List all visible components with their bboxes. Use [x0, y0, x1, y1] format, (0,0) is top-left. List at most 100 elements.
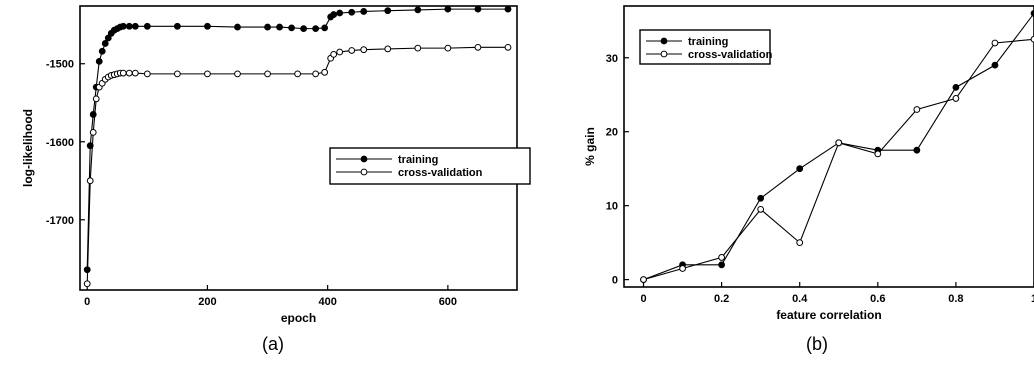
data-point: [264, 23, 271, 31]
x-tick-label: 0.2: [714, 293, 729, 305]
panel-label-b: (b): [806, 334, 828, 354]
data-point: [264, 70, 271, 78]
y-tick-label: 20: [606, 127, 618, 139]
x-tick-label: 1: [1031, 293, 1034, 305]
data-point: [718, 254, 726, 261]
series-cross-validation: [83, 43, 512, 288]
data-point: [173, 22, 181, 30]
y-tick-label: 0: [612, 275, 618, 287]
x-axis-label: epoch: [281, 311, 316, 325]
data-point: [474, 43, 482, 51]
data-point: [414, 6, 422, 14]
data-point: [125, 69, 133, 77]
data-point: [336, 9, 344, 17]
data-point: [204, 22, 211, 30]
data-point: [95, 57, 103, 65]
data-point: [991, 39, 999, 47]
data-point: [330, 11, 338, 18]
data-point: [143, 22, 151, 30]
panel-label-a: (a): [262, 334, 284, 354]
y-tick-label: -1600: [46, 137, 74, 149]
data-point: [143, 70, 151, 78]
y-tick-label: 30: [606, 53, 618, 65]
legend-box: [639, 29, 771, 65]
data-point: [92, 95, 100, 103]
data-point: [119, 22, 127, 30]
data-point: [348, 47, 356, 54]
y-axis-label: % gain: [583, 127, 597, 166]
chart-a-log-likelihood-vs-epoch: 0 200 400 600 -1500 -1600 -1700 epoch log-likeli…: [21, 5, 531, 325]
data-point: [336, 48, 344, 56]
data-point: [444, 44, 452, 52]
y-tick-label: -1500: [46, 59, 74, 71]
data-point: [98, 47, 106, 55]
legend-marker: [360, 155, 368, 163]
data-point: [679, 265, 686, 272]
data-point: [913, 146, 921, 154]
data-point: [384, 7, 392, 15]
legend-box: [329, 147, 531, 185]
x-tick-label: 0.8: [948, 293, 963, 305]
data-point: [321, 24, 329, 32]
data-point: [234, 23, 241, 31]
legend-label: training: [688, 36, 728, 48]
data-point: [294, 70, 301, 78]
y-axis-label: log-likelihood: [21, 109, 35, 187]
data-point: [835, 139, 843, 147]
x-tick-label: 200: [198, 296, 216, 308]
data-point: [718, 261, 726, 269]
chart-b-gain-vs-feature-correlation: 00.20.40.60.810102030feature correlation…: [583, 5, 1034, 322]
data-point: [952, 83, 960, 91]
data-point: [444, 5, 452, 13]
data-point: [101, 40, 109, 47]
data-point: [83, 280, 91, 288]
data-point: [89, 128, 97, 136]
x-axis-label: feature correlation: [776, 308, 881, 322]
data-point: [321, 68, 329, 76]
data-point: [504, 43, 512, 51]
legend-marker: [660, 50, 668, 58]
data-point: [874, 150, 882, 158]
legend-marker: [360, 168, 368, 176]
data-point: [757, 205, 765, 213]
data-point: [913, 106, 921, 113]
data-point: [204, 70, 211, 78]
data-point: [173, 70, 181, 78]
y-tick-label: 10: [606, 201, 618, 213]
data-point: [86, 177, 94, 185]
data-point: [360, 46, 368, 54]
series-training: [83, 5, 512, 274]
data-point: [796, 165, 804, 173]
data-point: [384, 45, 392, 53]
x-tick-label: 0.4: [792, 293, 808, 305]
plot-frame: [623, 5, 1034, 288]
data-point: [952, 95, 960, 102]
data-point: [300, 25, 308, 33]
x-tick-label: 0: [84, 296, 90, 308]
x-tick-label: 600: [439, 296, 457, 308]
y-tick-label: -1700: [46, 215, 74, 227]
legend-label: cross-validation: [398, 167, 483, 179]
data-point: [360, 8, 368, 15]
data-point: [234, 70, 241, 78]
data-point: [312, 25, 320, 33]
series-line: [643, 38, 1034, 281]
data-point: [131, 69, 139, 77]
data-point: [131, 22, 139, 30]
data-point: [125, 22, 133, 30]
data-point: [348, 8, 356, 16]
data-point: [119, 69, 127, 77]
x-tick-label: 0.6: [870, 293, 885, 305]
legend-label: training: [398, 154, 438, 166]
data-point: [312, 70, 320, 78]
data-point: [104, 34, 112, 42]
x-tick-label: 0: [640, 293, 646, 305]
data-point: [757, 194, 765, 202]
data-point: [330, 50, 338, 58]
legend-label: cross-validation: [688, 49, 773, 61]
x-tick-label: 400: [318, 296, 336, 308]
data-point: [86, 142, 94, 150]
